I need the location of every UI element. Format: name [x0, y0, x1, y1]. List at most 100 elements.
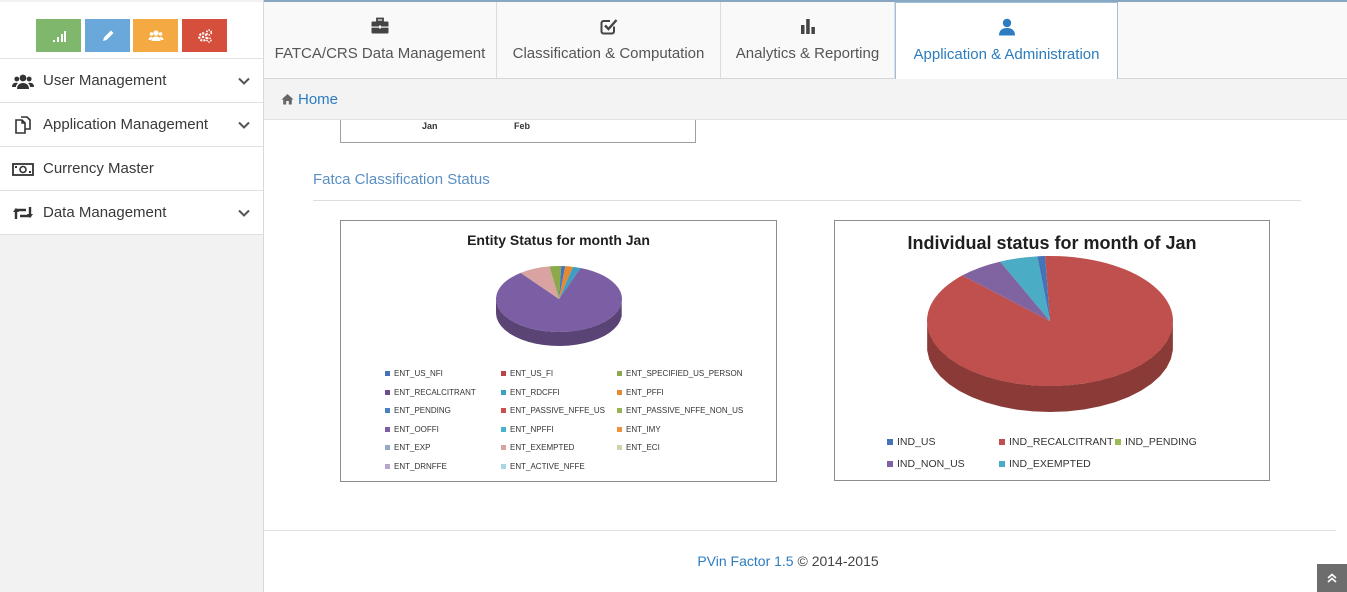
legend-item-ent-passive-nffe-us: ENT_PASSIVE_NFFE_US — [501, 406, 605, 415]
legend-swatch — [999, 461, 1005, 467]
main-tabs: FATCA/CRS Data Management Classification… — [264, 2, 1347, 79]
legend-label: ENT_ACTIVE_NFFE — [510, 462, 585, 471]
shortcut-stats-button[interactable] — [36, 19, 81, 52]
pie-slice-ent-us-nfi — [559, 266, 566, 299]
legend-label: ENT_DRNFFE — [394, 462, 447, 471]
shortcut-users-button[interactable] — [133, 19, 178, 52]
legend-swatch — [617, 408, 622, 414]
legend-item-ent-drnffe: ENT_DRNFFE — [385, 462, 447, 471]
users-icon — [12, 74, 34, 89]
legend-swatch — [385, 371, 390, 376]
money-icon — [12, 162, 34, 176]
legend-item-ent-pending: ENT_PENDING — [385, 406, 451, 415]
legend-label: ENT_IMY — [626, 424, 661, 434]
legend-label: ENT_PASSIVE_NFFE_NON_US — [626, 406, 744, 416]
pie-slice-ent-specified-us-person — [549, 266, 562, 299]
legend-item-ent-eci: ENT_ECI — [617, 443, 660, 452]
pie-side-ent-ooffi — [496, 299, 622, 346]
legend-label: ENT_SPECIFIED_US_PERSON — [626, 369, 743, 378]
tab-classification-computation[interactable]: Classification & Computation — [497, 2, 721, 79]
legend-item-ind-non-us: IND_NON_US — [887, 458, 965, 470]
section-divider — [313, 200, 1301, 201]
legend-item-ent-passive-nffe-non-us: ENT_PASSIVE_NFFE_NON_US — [617, 406, 743, 415]
tab-application-administration[interactable]: Application & Administration — [895, 2, 1118, 79]
pencil-icon — [102, 30, 113, 41]
legend-label: ENT_PASSIVE_NFFE_US — [510, 406, 605, 416]
sidebar-item-user-management[interactable]: User Management — [0, 59, 263, 103]
prev-chart-tick-label: Jan — [422, 121, 438, 131]
shortcut-edit-button[interactable] — [85, 19, 130, 52]
legend-item-ent-exp: ENT_EXP — [385, 443, 430, 452]
sidebar-item-currency-master[interactable]: Currency Master — [0, 147, 263, 191]
bar-chart-icon — [800, 19, 815, 34]
legend-item-ent-specified-us-person: ENT_SPECIFIED_US_PERSON — [617, 369, 742, 378]
entity-pie — [496, 266, 622, 346]
prev-chart-tick-label: Feb — [514, 121, 531, 131]
sidebar: User Management Application Management C… — [0, 0, 264, 592]
legend-swatch — [1115, 439, 1121, 445]
legend-label: IND_NON_US — [897, 458, 965, 470]
footer: PVin Factor 1.5 © 2014-2015 — [264, 553, 1312, 569]
chevron-down-icon — [238, 209, 250, 217]
legend-swatch — [385, 426, 390, 432]
signal-icon — [52, 30, 66, 42]
legend-item-ent-us-nfi: ENT_US_NFI — [385, 369, 443, 378]
legend-swatch — [385, 408, 390, 414]
individual-pie — [927, 256, 1173, 412]
pie-slice-ent-exempted — [520, 266, 559, 299]
legend-label: IND_PENDING — [1125, 436, 1197, 448]
legend-label: ENT_PFFI — [626, 387, 664, 397]
legend-swatch — [385, 464, 390, 469]
breadcrumb-home-link[interactable]: Home — [298, 90, 339, 108]
legend-item-ent-recalcitrant: ENT_RECALCITRANT — [385, 388, 476, 397]
chart-title: Entity Status for month Jan — [467, 232, 650, 248]
legend-item-ind-recalcitrant: IND_RECALCITRANT — [999, 436, 1113, 448]
legend-label: ENT_RECALCITRANT — [394, 387, 476, 397]
footer-divider — [264, 530, 1336, 531]
section-title: Fatca Classification Status — [313, 171, 490, 188]
legend-label: ENT_EXP — [394, 443, 431, 453]
chevron-down-icon — [238, 121, 250, 129]
tab-fatca-crs-data-management[interactable]: FATCA/CRS Data Management — [264, 2, 497, 79]
legend-swatch — [385, 445, 390, 451]
scroll-to-top-button[interactable] — [1317, 564, 1347, 592]
files-icon — [15, 115, 31, 134]
sidebar-item-label: Data Management — [43, 204, 167, 221]
sidebar-item-label: User Management — [43, 72, 167, 89]
double-chevron-up-icon — [1327, 573, 1337, 583]
tab-label: FATCA/CRS Data Management — [274, 45, 486, 62]
sidebar-item-application-management[interactable]: Application Management — [0, 103, 263, 147]
legend-item-ind-pending: IND_PENDING — [1115, 436, 1197, 448]
legend-swatch — [385, 389, 390, 395]
legend-swatch — [887, 461, 893, 467]
legend-swatch — [501, 445, 506, 451]
legend-swatch — [617, 389, 622, 395]
legend-label: IND_RECALCITRANT — [1009, 436, 1114, 448]
individual-status-chart: Individual status for month of Jan IND_U… — [834, 220, 1270, 481]
home-icon — [281, 94, 294, 105]
legend-item-ent-pffi: ENT_PFFI — [617, 388, 664, 397]
legend-label: ENT_OOFFI — [394, 424, 439, 434]
legend-item-ent-ooffi: ENT_OOFFI — [385, 425, 439, 434]
sidebar-item-data-management[interactable]: Data Management — [0, 191, 263, 235]
user-icon — [998, 18, 1015, 36]
legend-item-ent-imy: ENT_IMY — [617, 425, 661, 434]
chart-title: Individual status for month of Jan — [907, 233, 1197, 253]
tab-analytics-reporting[interactable]: Analytics & Reporting — [721, 2, 895, 79]
pie-slice-ind-exempted — [1000, 256, 1050, 321]
legend-label: ENT_NPFFI — [510, 424, 554, 434]
legend-label: ENT_US_NFI — [394, 369, 443, 378]
briefcase-icon — [371, 17, 389, 34]
legend-label: IND_EXEMPTED — [1009, 458, 1091, 470]
pie-slice-ent-ooffi — [496, 268, 622, 332]
top-accent-line — [0, 0, 1347, 2]
legend-label: ENT_US_FI — [510, 369, 554, 378]
shortcut-settings-button[interactable] — [182, 19, 227, 52]
pie-slice-ent-pffi — [559, 266, 574, 299]
footer-copyright: © 2014-2015 — [793, 553, 879, 569]
legend-item-ent-us-fi: ENT_US_FI — [501, 369, 553, 378]
legend-swatch — [501, 464, 506, 469]
legend-swatch — [501, 371, 506, 376]
cogs-icon — [197, 28, 212, 43]
breadcrumb: Home — [264, 79, 1347, 120]
